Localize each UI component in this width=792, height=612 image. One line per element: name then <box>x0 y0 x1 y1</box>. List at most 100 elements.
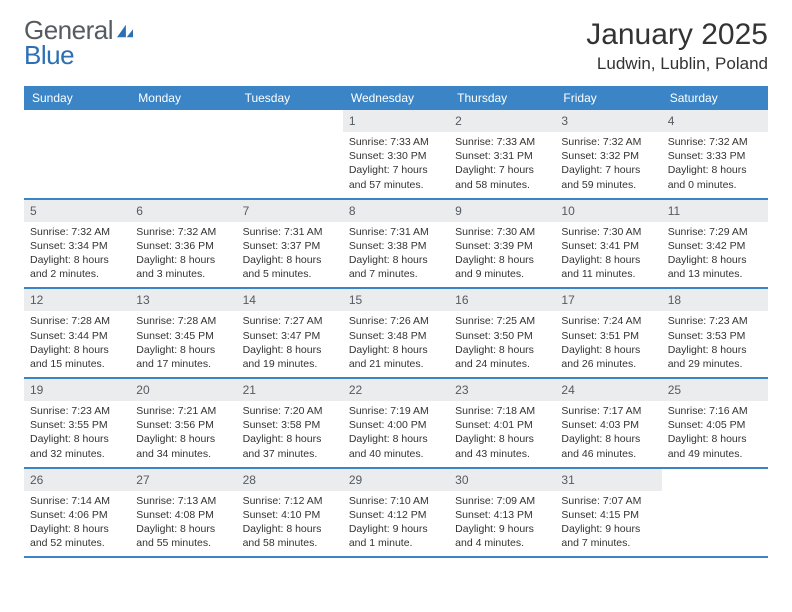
day-cell: 25Sunrise: 7:16 AMSunset: 4:05 PMDayligh… <box>662 379 768 467</box>
sunrise-text: Sunrise: 7:21 AM <box>136 404 230 418</box>
daylight-text: Daylight: 7 hours and 58 minutes. <box>455 163 549 191</box>
sunrise-text: Sunrise: 7:12 AM <box>243 494 337 508</box>
daylight-text: Daylight: 8 hours and 26 minutes. <box>561 343 655 371</box>
sunset-text: Sunset: 3:44 PM <box>30 329 124 343</box>
sunset-text: Sunset: 3:50 PM <box>455 329 549 343</box>
day-info: Sunrise: 7:13 AMSunset: 4:08 PMDaylight:… <box>130 494 236 551</box>
logo-text-blue: Blue <box>24 40 74 70</box>
week-row: 5Sunrise: 7:32 AMSunset: 3:34 PMDaylight… <box>24 200 768 290</box>
daylight-text: Daylight: 8 hours and 46 minutes. <box>561 432 655 460</box>
sunrise-text: Sunrise: 7:13 AM <box>136 494 230 508</box>
daylight-text: Daylight: 8 hours and 52 minutes. <box>30 522 124 550</box>
day-number: 8 <box>343 200 449 222</box>
day-cell: 13Sunrise: 7:28 AMSunset: 3:45 PMDayligh… <box>130 289 236 377</box>
logo: GeneralBlue <box>24 18 135 67</box>
day-cell: 8 Sunrise: 7:31 AMSunset: 3:38 PMDaylight… <box>343 200 449 288</box>
sunset-text: Sunset: 4:13 PM <box>455 508 549 522</box>
day-info: Sunrise: 7:32 AMSunset: 3:34 PMDaylight:… <box>24 225 130 282</box>
day-info: Sunrise: 7:33 AMSunset: 3:30 PMDaylight:… <box>343 135 449 192</box>
daylight-text: Daylight: 8 hours and 21 minutes. <box>349 343 443 371</box>
sunrise-text: Sunrise: 7:32 AM <box>561 135 655 149</box>
daylight-text: Daylight: 8 hours and 17 minutes. <box>136 343 230 371</box>
daylight-text: Daylight: 8 hours and 0 minutes. <box>668 163 762 191</box>
daylight-text: Daylight: 8 hours and 55 minutes. <box>136 522 230 550</box>
sunrise-text: Sunrise: 7:16 AM <box>668 404 762 418</box>
daylight-text: Daylight: 8 hours and 40 minutes. <box>349 432 443 460</box>
sunset-text: Sunset: 4:10 PM <box>243 508 337 522</box>
sunrise-text: Sunrise: 7:33 AM <box>349 135 443 149</box>
sunset-text: Sunset: 3:31 PM <box>455 149 549 163</box>
day-cell <box>130 110 236 198</box>
sunset-text: Sunset: 3:55 PM <box>30 418 124 432</box>
day-info: Sunrise: 7:25 AMSunset: 3:50 PMDaylight:… <box>449 314 555 371</box>
sail-icon <box>115 23 135 39</box>
sunrise-text: Sunrise: 7:23 AM <box>30 404 124 418</box>
day-number: 30 <box>449 469 555 491</box>
daylight-text: Daylight: 9 hours and 4 minutes. <box>455 522 549 550</box>
day-number: 18 <box>662 289 768 311</box>
dayhead-monday: Monday <box>130 86 236 110</box>
day-info: Sunrise: 7:23 AMSunset: 3:53 PMDaylight:… <box>662 314 768 371</box>
sunrise-text: Sunrise: 7:25 AM <box>455 314 549 328</box>
day-cell: 2 Sunrise: 7:33 AMSunset: 3:31 PMDaylight… <box>449 110 555 198</box>
sunset-text: Sunset: 4:08 PM <box>136 508 230 522</box>
dayhead-wednesday: Wednesday <box>343 86 449 110</box>
week-row: 1Sunrise: 7:33 AMSunset: 3:30 PMDaylight… <box>24 110 768 200</box>
day-number: 23 <box>449 379 555 401</box>
day-info: Sunrise: 7:21 AMSunset: 3:56 PMDaylight:… <box>130 404 236 461</box>
day-cell: 28 Sunrise: 7:12 AMSunset: 4:10 PMDayligh… <box>237 469 343 557</box>
day-cell: 30 Sunrise: 7:09 AMSunset: 4:13 PMDayligh… <box>449 469 555 557</box>
location-text: Ludwin, Lublin, Poland <box>586 54 768 74</box>
day-info: Sunrise: 7:32 AMSunset: 3:32 PMDaylight:… <box>555 135 661 192</box>
day-info: Sunrise: 7:24 AMSunset: 3:51 PMDaylight:… <box>555 314 661 371</box>
day-cell: 24Sunrise: 7:17 AMSunset: 4:03 PMDayligh… <box>555 379 661 467</box>
day-cell <box>662 469 768 557</box>
daylight-text: Daylight: 9 hours and 1 minute. <box>349 522 443 550</box>
week-row: 26Sunrise: 7:14 AMSunset: 4:06 PMDayligh… <box>24 469 768 559</box>
dayhead-friday: Friday <box>555 86 661 110</box>
sunrise-text: Sunrise: 7:10 AM <box>349 494 443 508</box>
day-number <box>24 110 130 132</box>
day-info: Sunrise: 7:09 AMSunset: 4:13 PMDaylight:… <box>449 494 555 551</box>
daylight-text: Daylight: 8 hours and 58 minutes. <box>243 522 337 550</box>
dayhead-sunday: Sunday <box>24 86 130 110</box>
day-cell: 19Sunrise: 7:23 AMSunset: 3:55 PMDayligh… <box>24 379 130 467</box>
day-number: 9 <box>449 200 555 222</box>
day-cell <box>237 110 343 198</box>
day-number: 29 <box>343 469 449 491</box>
sunrise-text: Sunrise: 7:30 AM <box>455 225 549 239</box>
day-info: Sunrise: 7:33 AMSunset: 3:31 PMDaylight:… <box>449 135 555 192</box>
sunset-text: Sunset: 4:12 PM <box>349 508 443 522</box>
daylight-text: Daylight: 8 hours and 13 minutes. <box>668 253 762 281</box>
day-info: Sunrise: 7:10 AMSunset: 4:12 PMDaylight:… <box>343 494 449 551</box>
day-info: Sunrise: 7:31 AMSunset: 3:38 PMDaylight:… <box>343 225 449 282</box>
daylight-text: Daylight: 8 hours and 11 minutes. <box>561 253 655 281</box>
day-cell: 20Sunrise: 7:21 AMSunset: 3:56 PMDayligh… <box>130 379 236 467</box>
day-number: 10 <box>555 200 661 222</box>
day-number <box>130 110 236 132</box>
day-info: Sunrise: 7:07 AMSunset: 4:15 PMDaylight:… <box>555 494 661 551</box>
daylight-text: Daylight: 8 hours and 24 minutes. <box>455 343 549 371</box>
day-number: 2 <box>449 110 555 132</box>
sunrise-text: Sunrise: 7:31 AM <box>349 225 443 239</box>
day-number: 15 <box>343 289 449 311</box>
day-info: Sunrise: 7:30 AMSunset: 3:41 PMDaylight:… <box>555 225 661 282</box>
day-cell: 31Sunrise: 7:07 AMSunset: 4:15 PMDayligh… <box>555 469 661 557</box>
sunset-text: Sunset: 3:38 PM <box>349 239 443 253</box>
sunrise-text: Sunrise: 7:09 AM <box>455 494 549 508</box>
sunset-text: Sunset: 3:37 PM <box>243 239 337 253</box>
day-cell: 7Sunrise: 7:31 AMSunset: 3:37 PMDaylight… <box>237 200 343 288</box>
sunrise-text: Sunrise: 7:31 AM <box>243 225 337 239</box>
day-number: 28 <box>237 469 343 491</box>
sunset-text: Sunset: 3:41 PM <box>561 239 655 253</box>
sunset-text: Sunset: 4:00 PM <box>349 418 443 432</box>
dayhead-saturday: Saturday <box>662 86 768 110</box>
day-cell: 29 Sunrise: 7:10 AMSunset: 4:12 PMDayligh… <box>343 469 449 557</box>
sunrise-text: Sunrise: 7:32 AM <box>668 135 762 149</box>
sunset-text: Sunset: 3:39 PM <box>455 239 549 253</box>
sunrise-text: Sunrise: 7:26 AM <box>349 314 443 328</box>
daylight-text: Daylight: 8 hours and 7 minutes. <box>349 253 443 281</box>
day-number: 25 <box>662 379 768 401</box>
daylight-text: Daylight: 7 hours and 59 minutes. <box>561 163 655 191</box>
daylight-text: Daylight: 8 hours and 15 minutes. <box>30 343 124 371</box>
